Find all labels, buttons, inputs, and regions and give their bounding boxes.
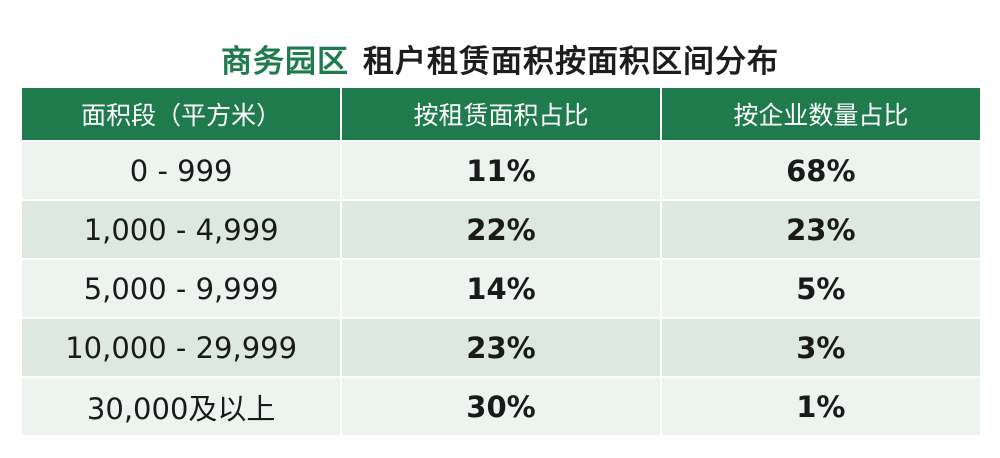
column-header: 按租赁面积占比 <box>341 88 662 142</box>
table-row: 30,000及以上 30% 1% <box>22 377 980 437</box>
percent-cell: 11% <box>341 141 662 201</box>
column-header: 面积段（平方米） <box>22 88 343 142</box>
title: 商务园区 租户租赁面积按面积区间分布 <box>0 36 1000 81</box>
table-row: 10,000 - 29,999 23% 3% <box>22 318 980 378</box>
range-cell: 30,000及以上 <box>22 377 343 437</box>
range-cell: 0 - 999 <box>22 141 343 201</box>
header-row: 面积段（平方米） 按租赁面积占比 按企业数量占比 <box>22 88 980 142</box>
percent-cell: 23% <box>341 318 662 378</box>
range-cell: 1,000 - 4,999 <box>22 200 343 260</box>
percent-cell: 68% <box>660 141 980 201</box>
table: 面积段（平方米） 按租赁面积占比 按企业数量占比 0 - 999 11% 68% 1,00… <box>22 88 980 437</box>
range-cell: 10,000 - 29,999 <box>22 318 343 378</box>
percent-cell: 5% <box>660 259 980 319</box>
table-body: 0 - 999 11% 68% 1,000 - 4,999 22% 23% 5,000 - … <box>22 141 980 437</box>
percent-cell: 22% <box>341 200 662 260</box>
title-highlight: 商务园区 <box>221 44 349 80</box>
range-cell: 5,000 - 9,999 <box>22 259 343 319</box>
table-row: 5,000 - 9,999 14% 5% <box>22 259 980 319</box>
percent-cell: 23% <box>660 200 980 260</box>
column-header: 按企业数量占比 <box>660 88 980 142</box>
percent-cell: 30% <box>341 377 662 437</box>
percent-cell: 3% <box>660 318 980 378</box>
table-row: 1,000 - 4,999 22% 23% <box>22 200 980 260</box>
table-row: 0 - 999 11% 68% <box>22 141 980 201</box>
title-text: 租户租赁面积按面积区间分布 <box>363 44 779 80</box>
percent-cell: 1% <box>660 377 980 437</box>
percent-cell: 14% <box>341 259 662 319</box>
